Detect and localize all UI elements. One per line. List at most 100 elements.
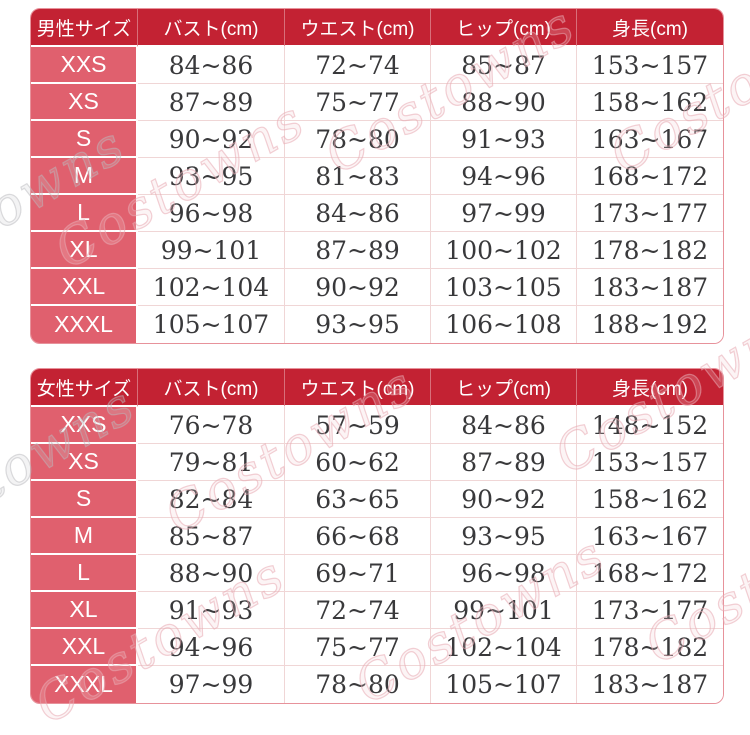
bust-value: 96~98 — [138, 195, 285, 232]
height-value: 183~187 — [577, 269, 723, 306]
height-value: 153~157 — [577, 47, 723, 84]
hip-value: 99~101 — [431, 592, 577, 629]
bust-value: 105~107 — [138, 306, 285, 343]
table-row: XXS 76~78 57~59 84~86 148~152 — [31, 407, 723, 444]
height-value: 188~192 — [577, 306, 723, 343]
height-value: 158~162 — [577, 481, 723, 518]
bust-value: 84~86 — [138, 47, 285, 84]
table-row: M 85~87 66~68 93~95 163~167 — [31, 518, 723, 555]
size-label: S — [31, 481, 138, 518]
size-label: L — [31, 195, 138, 232]
size-label: S — [31, 121, 138, 158]
height-value: 183~187 — [577, 666, 723, 703]
size-label: XXXL — [31, 306, 138, 343]
table-row: S 90~92 78~80 91~93 163~167 — [31, 121, 723, 158]
size-label: M — [31, 158, 138, 195]
waist-value: 72~74 — [285, 47, 431, 84]
table-row: XL 91~93 72~74 99~101 173~177 — [31, 592, 723, 629]
waist-value: 60~62 — [285, 444, 431, 481]
size-label: M — [31, 518, 138, 555]
table-row: M 93~95 81~83 94~96 168~172 — [31, 158, 723, 195]
column-header-bust: バスト(cm) — [138, 9, 285, 47]
bust-value: 91~93 — [138, 592, 285, 629]
table-row: XXXL 97~99 78~80 105~107 183~187 — [31, 666, 723, 703]
waist-value: 63~65 — [285, 481, 431, 518]
bust-value: 99~101 — [138, 232, 285, 269]
bust-value: 90~92 — [138, 121, 285, 158]
bust-value: 97~99 — [138, 666, 285, 703]
size-label: XXS — [31, 407, 138, 444]
height-value: 163~167 — [577, 518, 723, 555]
waist-value: 72~74 — [285, 592, 431, 629]
hip-value: 105~107 — [431, 666, 577, 703]
hip-value: 91~93 — [431, 121, 577, 158]
hip-value: 85~87 — [431, 47, 577, 84]
height-value: 153~157 — [577, 444, 723, 481]
waist-value: 75~77 — [285, 84, 431, 121]
size-label: XXL — [31, 629, 138, 666]
table-row: XXXL 105~107 93~95 106~108 188~192 — [31, 306, 723, 343]
table-row: L 88~90 69~71 96~98 168~172 — [31, 555, 723, 592]
height-value: 148~152 — [577, 407, 723, 444]
size-label: L — [31, 555, 138, 592]
hip-value: 88~90 — [431, 84, 577, 121]
hip-value: 97~99 — [431, 195, 577, 232]
waist-value: 57~59 — [285, 407, 431, 444]
hip-value: 94~96 — [431, 158, 577, 195]
size-label: XXL — [31, 269, 138, 306]
bust-value: 79~81 — [138, 444, 285, 481]
size-label: XXS — [31, 47, 138, 84]
waist-value: 75~77 — [285, 629, 431, 666]
size-label: XXXL — [31, 666, 138, 703]
table-row: S 82~84 63~65 90~92 158~162 — [31, 481, 723, 518]
waist-value: 69~71 — [285, 555, 431, 592]
bust-value: 85~87 — [138, 518, 285, 555]
bust-value: 102~104 — [138, 269, 285, 306]
size-label: XL — [31, 592, 138, 629]
height-value: 168~172 — [577, 158, 723, 195]
hip-value: 100~102 — [431, 232, 577, 269]
table-row: XL 99~101 87~89 100~102 178~182 — [31, 232, 723, 269]
height-value: 168~172 — [577, 555, 723, 592]
bust-value: 76~78 — [138, 407, 285, 444]
table-title: 男性サイズ — [31, 9, 138, 47]
table-header-row: 女性サイズ バスト(cm) ウエスト(cm) ヒップ(cm) 身長(cm) — [31, 369, 723, 407]
height-value: 173~177 — [577, 195, 723, 232]
bust-value: 93~95 — [138, 158, 285, 195]
column-header-height: 身長(cm) — [577, 9, 723, 47]
waist-value: 93~95 — [285, 306, 431, 343]
bust-value: 94~96 — [138, 629, 285, 666]
table-row: L 96~98 84~86 97~99 173~177 — [31, 195, 723, 232]
height-value: 163~167 — [577, 121, 723, 158]
height-value: 173~177 — [577, 592, 723, 629]
size-label: XL — [31, 232, 138, 269]
table-row: XXL 102~104 90~92 103~105 183~187 — [31, 269, 723, 306]
column-header-hip: ヒップ(cm) — [431, 369, 577, 407]
hip-value: 96~98 — [431, 555, 577, 592]
column-header-hip: ヒップ(cm) — [431, 9, 577, 47]
waist-value: 84~86 — [285, 195, 431, 232]
hip-value: 90~92 — [431, 481, 577, 518]
hip-value: 102~104 — [431, 629, 577, 666]
column-header-waist: ウエスト(cm) — [285, 369, 431, 407]
mens-size-table: 男性サイズ バスト(cm) ウエスト(cm) ヒップ(cm) 身長(cm) XX… — [30, 8, 724, 344]
table-title: 女性サイズ — [31, 369, 138, 407]
hip-value: 87~89 — [431, 444, 577, 481]
table-header-row: 男性サイズ バスト(cm) ウエスト(cm) ヒップ(cm) 身長(cm) — [31, 9, 723, 47]
table-row: XS 79~81 60~62 87~89 153~157 — [31, 444, 723, 481]
size-label: XS — [31, 84, 138, 121]
waist-value: 78~80 — [285, 666, 431, 703]
hip-value: 93~95 — [431, 518, 577, 555]
height-value: 178~182 — [577, 232, 723, 269]
waist-value: 66~68 — [285, 518, 431, 555]
size-label: XS — [31, 444, 138, 481]
table-row: XS 87~89 75~77 88~90 158~162 — [31, 84, 723, 121]
womens-size-table: 女性サイズ バスト(cm) ウエスト(cm) ヒップ(cm) 身長(cm) XX… — [30, 368, 724, 704]
table-row: XXL 94~96 75~77 102~104 178~182 — [31, 629, 723, 666]
waist-value: 81~83 — [285, 158, 431, 195]
hip-value: 103~105 — [431, 269, 577, 306]
bust-value: 82~84 — [138, 481, 285, 518]
bust-value: 88~90 — [138, 555, 285, 592]
column-header-waist: ウエスト(cm) — [285, 9, 431, 47]
